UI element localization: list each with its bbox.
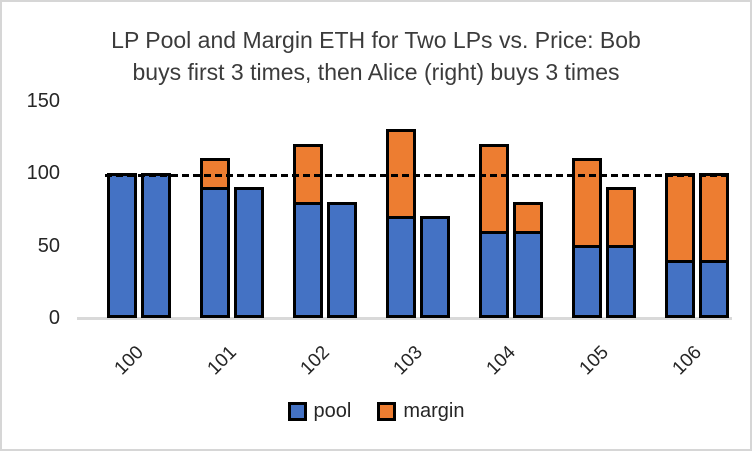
y-axis-tick-label: 50 <box>37 234 60 257</box>
reference-line-100 <box>105 174 732 177</box>
bar-alice-101 <box>234 187 264 318</box>
bar-alice-103 <box>420 216 450 318</box>
legend-item-margin: margin <box>377 400 464 423</box>
bar-bob-103 <box>386 129 416 318</box>
x-axis-line <box>77 317 732 320</box>
bar-segment-pool <box>606 245 636 318</box>
legend-item-pool: pool <box>287 400 352 423</box>
bar-bob-100 <box>107 173 137 318</box>
bar-segment-margin <box>386 129 416 216</box>
x-axis-tick-label: 104 <box>482 342 520 380</box>
bar-segment-margin <box>699 173 729 260</box>
x-axis-tick-label: 102 <box>296 342 334 380</box>
bar-segment-margin <box>293 144 323 202</box>
bar-alice-106 <box>699 173 729 318</box>
x-axis-tick-label: 100 <box>110 342 148 380</box>
bar-segment-margin <box>665 173 695 260</box>
bar-bob-101 <box>200 158 230 318</box>
legend-swatch-margin <box>377 402 397 421</box>
bar-segment-pool <box>420 216 450 318</box>
x-axis-tick-label: 106 <box>668 342 706 380</box>
bar-segment-margin <box>479 144 509 231</box>
bar-segment-pool <box>107 173 137 318</box>
bar-bob-102 <box>293 144 323 318</box>
chart-title-line2: buys first 3 times, then Alice (right) b… <box>132 59 620 85</box>
legend-label: pool <box>313 400 352 422</box>
chart-title-line1: LP Pool and Margin ETH for Two LPs vs. P… <box>111 27 641 53</box>
bar-alice-104 <box>513 202 543 318</box>
legend-swatch-pool <box>287 402 307 421</box>
bar-segment-pool <box>479 231 509 318</box>
x-axis-tick-label: 101 <box>203 342 241 380</box>
bar-bob-104 <box>479 144 509 318</box>
bar-alice-100 <box>141 173 171 318</box>
legend: pool margin <box>2 400 750 423</box>
y-axis-tick-label: 100 <box>26 162 60 184</box>
bar-segment-pool <box>327 202 357 318</box>
bar-segment-pool <box>234 187 264 318</box>
bar-segment-margin <box>513 202 543 231</box>
bar-segment-pool <box>293 202 323 318</box>
x-axis-tick-label: 103 <box>389 342 427 380</box>
bar-bob-106 <box>665 173 695 318</box>
legend-label: margin <box>403 400 465 422</box>
bar-segment-pool <box>572 245 602 318</box>
bar-segment-pool <box>386 216 416 318</box>
bar-segment-margin <box>606 187 636 245</box>
bar-segment-margin <box>200 158 230 187</box>
bar-segment-margin <box>572 158 602 245</box>
bar-segment-pool <box>200 187 230 318</box>
chart-title: LP Pool and Margin ETH for Two LPs vs. P… <box>2 24 750 88</box>
bar-segment-pool <box>699 260 729 318</box>
y-axis-tick-label: 0 <box>48 307 60 329</box>
bar-segment-pool <box>513 231 543 318</box>
x-axis-tick-label: 105 <box>575 342 613 380</box>
bar-alice-102 <box>327 202 357 318</box>
y-axis-tick-label: 150 <box>26 89 60 112</box>
bar-bob-105 <box>572 158 602 318</box>
bar-segment-pool <box>665 260 695 318</box>
bar-alice-105 <box>606 187 636 318</box>
bar-segment-pool <box>141 173 171 318</box>
